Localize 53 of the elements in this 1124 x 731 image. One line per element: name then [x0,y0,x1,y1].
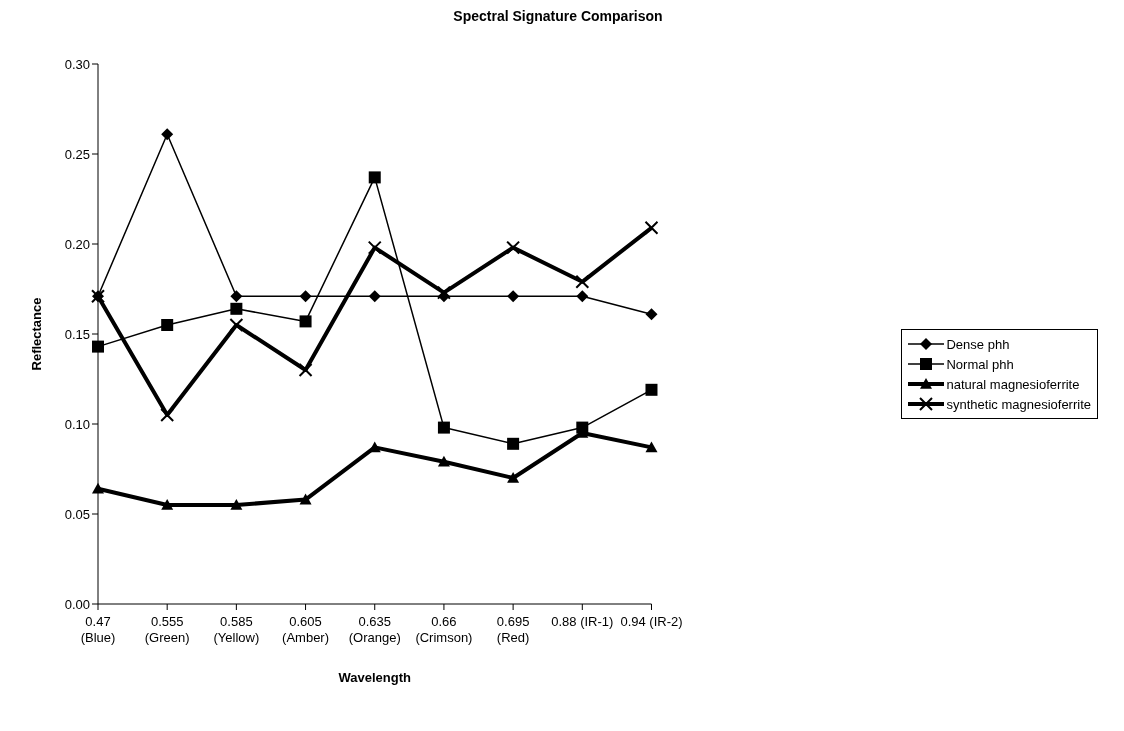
point [645,308,658,321]
point [506,240,521,255]
point [230,499,243,510]
legend-label: Normal phh [946,356,1014,372]
point [507,290,520,303]
x-tick-label: 0.585 (Yellow) [213,614,260,645]
x-tick-label: 0.635 (Orange) [348,614,401,645]
point [437,421,450,434]
point [436,285,451,300]
x-tick-label: 0.605 (Amber) [282,614,330,645]
point [161,499,174,510]
y-tick-label: 0.05 [64,506,90,522]
point [230,290,243,303]
point [644,220,659,235]
x-tick-label: 0.47 (Blue) [80,614,116,645]
point [161,128,174,141]
point [298,363,313,377]
point [645,441,658,453]
x-tick-label: 0.695 (Red) [496,614,530,645]
point [299,493,312,505]
y-tick-label: 0.20 [64,236,90,252]
point [507,437,520,450]
y-tick-label: 0.00 [64,596,90,612]
point [92,340,104,353]
point [437,455,450,467]
point [368,171,381,184]
y-tick-label: 0.15 [64,326,90,342]
point [575,274,590,289]
y-tick-label: 0.30 [64,56,90,72]
legend-label: synthetic magnesioferrite [946,396,1091,412]
point [645,383,658,396]
point [161,319,174,331]
x-axis-title: Wavelength [338,670,412,685]
point [367,240,382,255]
point [576,290,589,303]
point [92,482,104,494]
point [368,290,381,303]
point [230,302,243,315]
y-tick-label: 0.25 [64,146,90,162]
x-tick-label: 0.555 (Green) [144,614,190,645]
y-axis-title: Reflectance [28,297,44,371]
point [299,315,312,328]
point [160,408,175,422]
legend-label: natural magnesioferrite [946,376,1080,392]
point [507,472,520,483]
x-tick-label: 0.94 (IR-2) [620,614,683,629]
point [299,290,312,303]
x-tick-label: 0.66 (Crimson) [415,614,473,645]
chart-title: Spectral Signature Comparison [452,8,664,24]
point [229,318,244,332]
legend-label: Dense phh [946,336,1010,352]
y-tick-label: 0.10 [64,416,90,432]
x-tick-label: 0.88 (IR-1) [551,614,614,629]
